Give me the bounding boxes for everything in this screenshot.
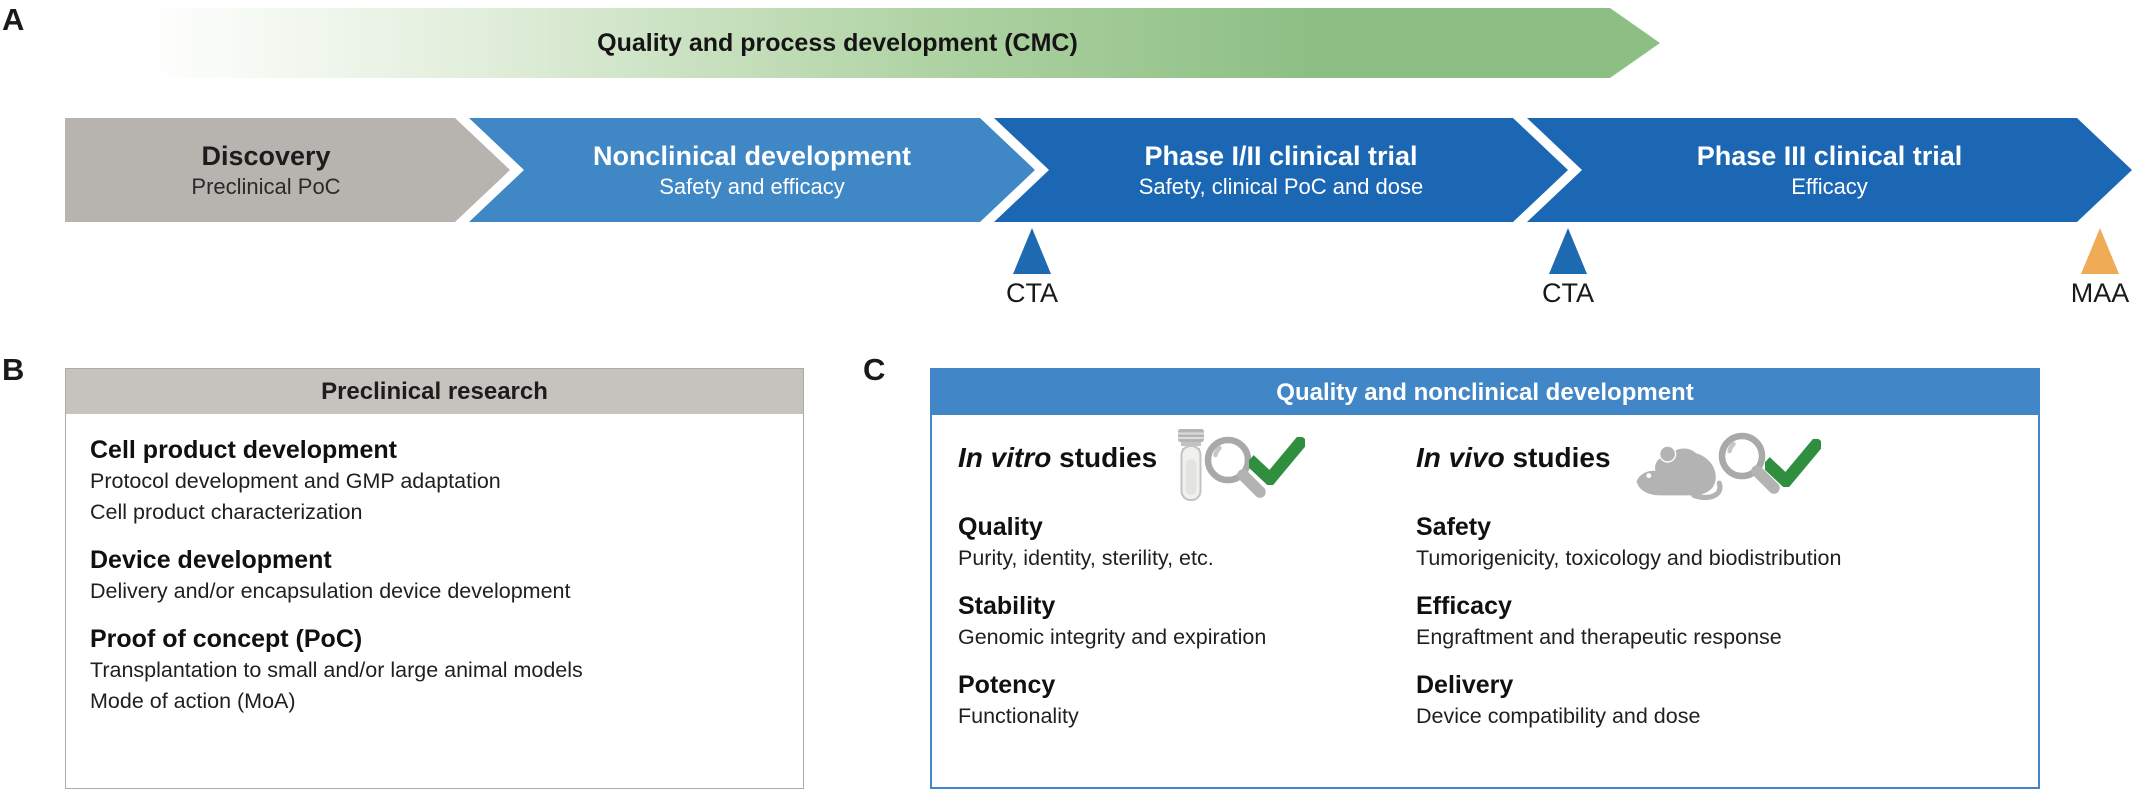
quality-nonclinical-development-header: Quality and nonclinical development bbox=[932, 370, 2038, 415]
check-icon bbox=[1764, 439, 1821, 487]
cryovial-icon bbox=[1178, 429, 1205, 501]
panel-b-label: B bbox=[2, 352, 25, 387]
item-line: Mode of action (MoA) bbox=[90, 689, 296, 713]
in-vitro-icons bbox=[1173, 425, 1306, 503]
cta-marker-triangle-icon bbox=[1549, 228, 1587, 274]
stage-discovery: Discovery Preclinical PoC bbox=[65, 118, 510, 222]
in-vitro-rest: studies bbox=[1051, 442, 1158, 473]
in-vivo-column: In vivo studies bbox=[1416, 425, 2038, 732]
milestone-label-cta-2: CTA bbox=[1542, 278, 1594, 308]
magnifier-icon bbox=[1718, 432, 1780, 494]
in-vivo-heading-row: In vivo studies bbox=[1416, 425, 2026, 505]
item-heading: Stability bbox=[958, 592, 1056, 620]
item-heading: Proof of concept (PoC) bbox=[90, 625, 363, 653]
item-heading: Device development bbox=[90, 546, 332, 574]
magnifier-icon bbox=[1204, 436, 1266, 498]
item-line: Engraftment and therapeutic response bbox=[1416, 625, 1782, 649]
preclinical-research-body: Cell product development Protocol develo… bbox=[66, 414, 803, 717]
check-icon bbox=[1249, 437, 1306, 485]
stage-subtitle: Safety and efficacy bbox=[659, 174, 845, 199]
item-line: Tumorigenicity, toxicology and biodistri… bbox=[1416, 546, 1842, 570]
cmc-arrow: Quality and process development (CMC) bbox=[65, 8, 1660, 78]
item-heading: Potency bbox=[958, 671, 1056, 699]
stage-title: Phase I/II clinical trial bbox=[1144, 141, 1418, 171]
in-vivo-heading: In vivo studies bbox=[1416, 425, 1611, 491]
stage-title: Nonclinical development bbox=[592, 141, 912, 171]
in-vivo-icons bbox=[1627, 425, 1821, 501]
stage-nonclinical-development: Nonclinical development Safety and effic… bbox=[469, 118, 1035, 222]
item-line: Genomic integrity and expiration bbox=[958, 625, 1267, 649]
stage-title: Phase III clinical trial bbox=[1696, 141, 1963, 171]
item-line: Purity, identity, sterility, etc. bbox=[958, 546, 1214, 570]
stage-subtitle: Efficacy bbox=[1791, 174, 1868, 199]
item-line: Protocol development and GMP adaptation bbox=[90, 469, 501, 493]
item-line: Delivery and/or encapsulation device dev… bbox=[90, 579, 571, 603]
in-vitro-column: In vitro studies bbox=[958, 425, 1416, 732]
in-vitro-heading-row: In vitro studies bbox=[958, 425, 1416, 505]
panel-a-label: A bbox=[2, 2, 25, 37]
quality-nonclinical-development-body: In vitro studies bbox=[932, 415, 2038, 732]
in-vivo-italic: In vivo bbox=[1416, 442, 1505, 473]
preclinical-research-header: Preclinical research bbox=[66, 369, 803, 414]
item-heading: Safety bbox=[1416, 513, 1492, 541]
item-line: Functionality bbox=[958, 704, 1079, 728]
item-line: Device compatibility and dose bbox=[1416, 704, 1701, 728]
item-heading: Efficacy bbox=[1416, 592, 1512, 620]
maa-marker-triangle-icon bbox=[2081, 228, 2119, 274]
item-line: Cell product characterization bbox=[90, 500, 363, 524]
quality-nonclinical-development-box: Quality and nonclinical development In v… bbox=[930, 368, 2040, 789]
in-vitro-heading: In vitro studies bbox=[958, 425, 1157, 491]
preclinical-research-box: Preclinical research Cell product develo… bbox=[65, 368, 804, 789]
panel-c-label: C bbox=[863, 352, 886, 387]
item-heading: Delivery bbox=[1416, 671, 1514, 699]
in-vitro-italic: In vitro bbox=[958, 442, 1052, 473]
stage-title: Discovery bbox=[201, 141, 331, 171]
stage-phase-3-clinical-trial: Phase III clinical trial Efficacy bbox=[1527, 118, 2132, 222]
item-line: Transplantation to small and/or large an… bbox=[90, 658, 583, 682]
mouse-icon bbox=[1636, 445, 1723, 500]
milestone-label-cta-1: CTA bbox=[1006, 278, 1058, 308]
stage-phase-1-2-clinical-trial: Phase I/II clinical trial Safety, clinic… bbox=[994, 118, 1568, 222]
stage-subtitle: Safety, clinical PoC and dose bbox=[1138, 174, 1424, 199]
in-vivo-rest: studies bbox=[1504, 442, 1611, 473]
stage-subtitle: Preclinical PoC bbox=[191, 174, 341, 199]
cmc-arrow-label: Quality and process development (CMC) bbox=[597, 28, 1078, 57]
item-heading: Cell product development bbox=[90, 436, 397, 464]
cta-marker-triangle-icon bbox=[1013, 228, 1051, 274]
item-heading: Quality bbox=[958, 513, 1043, 541]
milestone-label-maa: MAA bbox=[2070, 278, 2130, 308]
